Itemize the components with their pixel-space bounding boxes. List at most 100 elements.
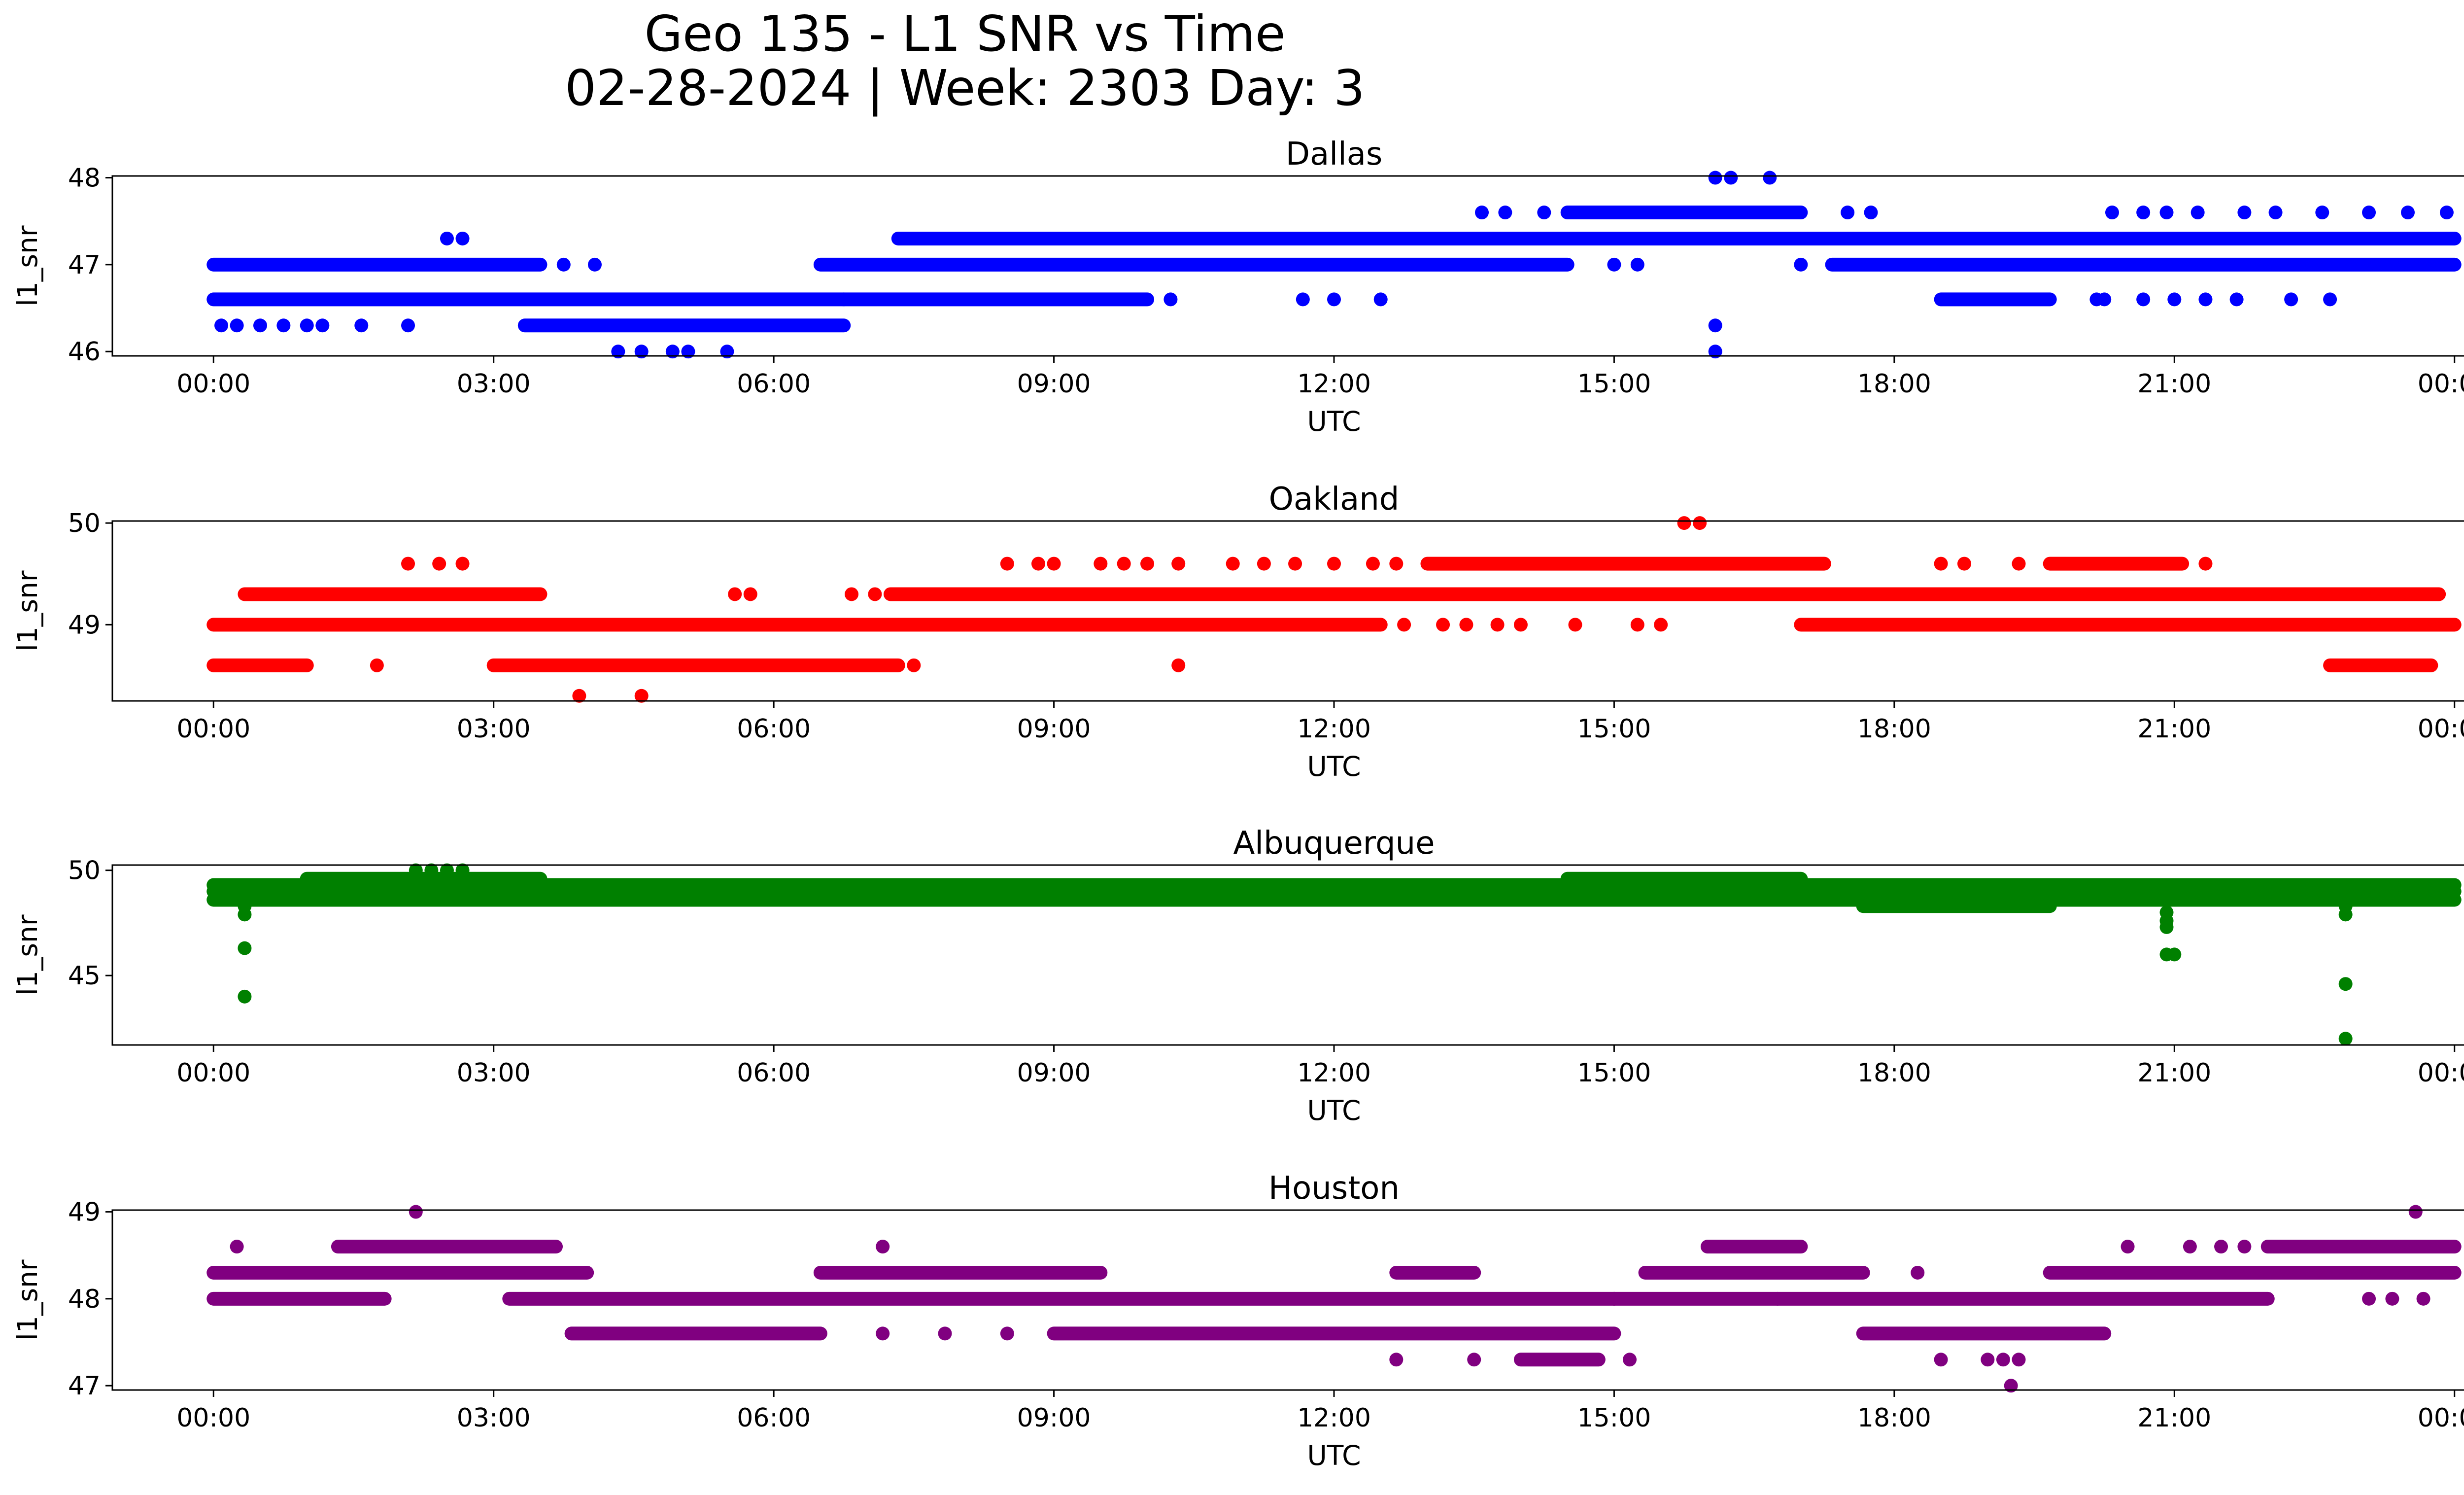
data-point <box>440 231 454 245</box>
data-point <box>728 587 742 601</box>
subplot-title: Oakland <box>1269 481 1400 518</box>
data-point <box>440 863 454 877</box>
data-point <box>1693 516 1707 530</box>
data-point <box>2198 292 2213 307</box>
x-tick-label: 18:00 <box>1857 1403 1931 1433</box>
data-point <box>214 318 229 333</box>
data-point <box>587 257 602 272</box>
data-point <box>1467 1353 1481 1367</box>
data-point <box>401 318 415 333</box>
data-point <box>1327 292 1341 307</box>
data-point <box>1957 556 1971 571</box>
x-tick-label: 00:00 <box>176 1403 250 1433</box>
data-point <box>1296 292 1310 307</box>
data-point <box>2400 206 2415 220</box>
data-point <box>634 689 649 703</box>
data-point <box>1568 618 1582 632</box>
data-point <box>1389 556 1403 571</box>
data-point <box>1708 318 1722 333</box>
y-tick-label: 48 <box>68 1285 101 1314</box>
data-point <box>1623 1353 1637 1367</box>
y-tick-label: 45 <box>68 961 101 991</box>
data-point <box>2338 1032 2353 1046</box>
data-point <box>1607 257 1621 272</box>
x-tick-label: 15:00 <box>1577 714 1651 744</box>
data-points <box>206 1205 2462 1393</box>
data-point <box>2012 231 2026 245</box>
data-point <box>1000 556 1014 571</box>
data-point <box>1490 618 1505 632</box>
y-tick-label: 47 <box>68 250 101 280</box>
data-point <box>2159 920 2174 934</box>
data-point <box>2214 1240 2228 1254</box>
x-tick-label: 00:00 <box>176 1058 250 1088</box>
data-point <box>1288 556 1302 571</box>
x-axis-label: UTC <box>1307 751 1361 782</box>
data-point <box>572 689 586 703</box>
figure-title-line2: 02-28-2024 | Week: 2303 Day: 3 <box>565 59 1365 117</box>
data-point <box>1864 206 1878 220</box>
data-point <box>276 318 291 333</box>
x-tick-label: 09:00 <box>1017 369 1091 399</box>
data-point <box>2284 292 2298 307</box>
data-point <box>2136 206 2151 220</box>
data-point <box>2362 206 2376 220</box>
data-point <box>2362 1291 2376 1306</box>
data-point <box>230 318 244 333</box>
x-tick-label: 03:00 <box>457 714 531 744</box>
y-tick-label: 50 <box>68 509 101 538</box>
data-points <box>206 171 2462 359</box>
data-point <box>1031 556 1045 571</box>
x-tick-label: 21:00 <box>2137 369 2211 399</box>
x-tick-label: 00:00 <box>2418 369 2464 399</box>
data-point <box>432 556 446 571</box>
y-tick-label: 49 <box>68 1198 101 1227</box>
data-point <box>2121 1240 2135 1254</box>
data-point <box>1513 618 1528 632</box>
y-tick-label: 49 <box>68 610 101 640</box>
data-point <box>1094 556 1108 571</box>
x-tick-label: 00:00 <box>2418 1058 2464 1088</box>
data-point <box>1475 206 1489 220</box>
data-point <box>2183 1240 2197 1254</box>
x-tick-label: 21:00 <box>2137 1058 2211 1088</box>
data-points <box>206 516 2462 703</box>
data-point <box>2198 556 2213 571</box>
data-point <box>868 587 882 601</box>
data-point <box>1117 556 1131 571</box>
x-tick-label: 12:00 <box>1297 1403 1371 1433</box>
x-axis-label: UTC <box>1307 1440 1361 1471</box>
data-point <box>2012 556 2026 571</box>
data-point <box>1327 556 1341 571</box>
x-tick-label: 00:00 <box>2418 1403 2464 1433</box>
data-point <box>2012 1353 2026 1367</box>
data-point <box>1911 1265 1925 1280</box>
data-point <box>611 345 625 359</box>
data-point <box>300 318 314 333</box>
data-point <box>1389 1353 1403 1367</box>
data-point <box>2439 206 2454 220</box>
data-point <box>743 587 757 601</box>
x-tick-label: 09:00 <box>1017 714 1091 744</box>
data-point <box>2338 907 2353 922</box>
data-point <box>1654 618 1668 632</box>
data-point <box>424 863 439 877</box>
x-tick-label: 12:00 <box>1297 714 1371 744</box>
data-point <box>1459 618 1473 632</box>
data-point <box>1981 1353 1995 1367</box>
x-tick-label: 12:00 <box>1297 1058 1371 1088</box>
data-point <box>2190 206 2205 220</box>
data-point <box>2237 206 2252 220</box>
data-point <box>1140 556 1155 571</box>
data-point <box>938 1326 952 1341</box>
data-point <box>556 257 571 272</box>
y-tick-label: 48 <box>68 164 101 193</box>
data-point <box>1366 556 1380 571</box>
data-point <box>1397 618 1411 632</box>
data-point <box>2105 206 2119 220</box>
data-point <box>1498 206 1512 220</box>
data-point <box>681 345 695 359</box>
y-axis-label: l1_snr <box>12 914 43 995</box>
x-tick-label: 00:00 <box>176 369 250 399</box>
x-axis-label: UTC <box>1307 406 1361 437</box>
